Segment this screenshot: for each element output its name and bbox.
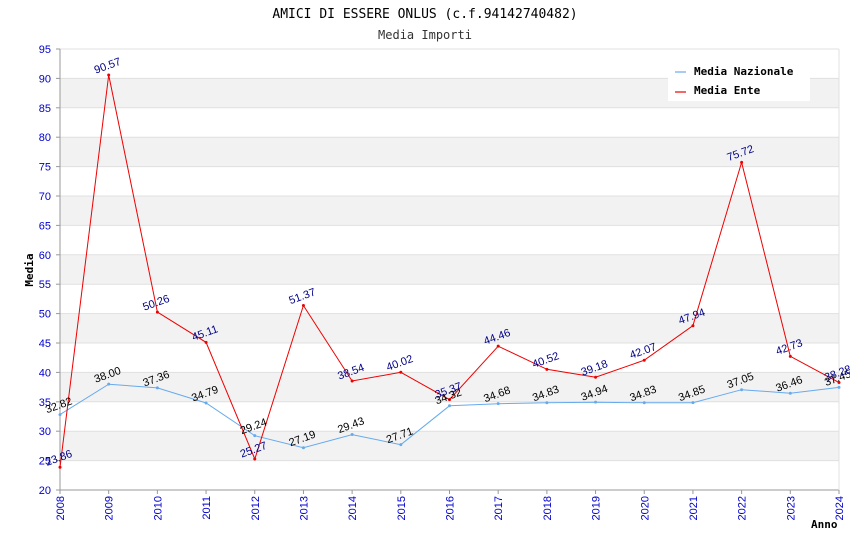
data-point xyxy=(204,340,208,344)
data-point xyxy=(350,379,354,383)
x-tick-label: 2016 xyxy=(445,496,457,520)
grid-band xyxy=(60,137,839,167)
x-tick-label: 2013 xyxy=(298,496,310,520)
x-tick-label: 2011 xyxy=(201,496,213,520)
grid-band xyxy=(60,431,839,461)
y-tick-label: 45 xyxy=(39,338,51,350)
y-tick-label: 65 xyxy=(39,220,51,232)
data-point xyxy=(107,382,111,386)
data-point xyxy=(594,375,598,379)
chart-title: AMICI DI ESSERE ONLUS (c.f.94142740482) xyxy=(272,7,577,22)
x-tick-label: 2009 xyxy=(104,496,116,520)
data-label: 90.57 xyxy=(93,56,123,77)
x-axis-label: Anno xyxy=(811,518,838,531)
y-tick-label: 30 xyxy=(39,426,51,438)
data-point xyxy=(253,457,257,461)
data-label: 23.86 xyxy=(44,448,74,469)
x-tick-label: 2010 xyxy=(152,496,164,520)
grid-bands xyxy=(60,78,839,461)
y-tick-label: 95 xyxy=(39,44,51,56)
data-point xyxy=(740,160,744,164)
data-point xyxy=(594,400,598,404)
data-point xyxy=(642,358,646,362)
data-point xyxy=(448,398,451,402)
y-tick-label: 20 xyxy=(39,485,51,497)
data-point xyxy=(642,401,646,405)
data-label: 42.07 xyxy=(628,341,658,362)
data-point xyxy=(107,73,111,77)
x-tick-label: 2008 xyxy=(55,496,67,520)
data-label: 40.52 xyxy=(531,350,561,371)
y-axis-ticks: 20 25 30 35 40 45 50 55 60 65 70 75 80 85 90 95 xyxy=(39,44,60,497)
grid-band xyxy=(60,372,839,402)
x-tick-label: 2020 xyxy=(639,496,651,520)
y-tick-label: 75 xyxy=(39,162,51,174)
y-tick-label: 60 xyxy=(39,250,51,262)
x-tick-label: 2021 xyxy=(688,496,700,520)
data-point xyxy=(301,304,305,308)
y-tick-label: 40 xyxy=(39,367,51,379)
legend-box xyxy=(668,60,810,101)
data-point xyxy=(253,434,257,438)
data-point xyxy=(691,401,695,405)
x-tick-label: 2022 xyxy=(737,496,749,520)
y-axis-label: Media xyxy=(23,253,36,286)
x-tick-label: 2024 xyxy=(834,496,846,520)
x-tick-label: 2014 xyxy=(347,496,359,520)
chart-subtitle: Media Importi xyxy=(378,28,472,42)
data-point xyxy=(58,413,62,417)
legend-label-media-ente: Media Ente xyxy=(694,84,761,97)
x-tick-label: 2017 xyxy=(493,496,505,520)
y-tick-label: 50 xyxy=(39,309,51,321)
data-point xyxy=(301,446,305,450)
data-point xyxy=(788,354,792,358)
data-point xyxy=(545,367,549,371)
data-point xyxy=(399,370,403,374)
series-lines xyxy=(58,73,841,469)
grid-band xyxy=(60,313,839,343)
grid-band xyxy=(60,254,839,285)
y-tick-label: 80 xyxy=(39,132,51,144)
legend-label-media-nazionale: Media Nazionale xyxy=(694,65,794,78)
data-label: 50.26 xyxy=(141,293,171,314)
data-point xyxy=(837,385,841,389)
x-axis-ticks: 2008 2009 2010 2011 2012 2013 2014 2015 2016 2017… xyxy=(55,490,846,520)
data-point xyxy=(448,404,451,408)
x-tick-label: 2023 xyxy=(785,496,797,520)
data-point xyxy=(204,401,208,405)
data-point xyxy=(496,344,500,348)
y-tick-label: 90 xyxy=(39,73,51,85)
x-tick-label: 2019 xyxy=(591,496,603,520)
data-point xyxy=(399,443,403,447)
grid-band xyxy=(60,196,839,226)
x-tick-label: 2018 xyxy=(542,496,554,520)
data-point xyxy=(740,388,744,392)
y-tick-label: 55 xyxy=(39,279,51,291)
data-point xyxy=(155,386,159,390)
y-tick-label: 70 xyxy=(39,191,51,203)
data-label: 51.37 xyxy=(287,286,317,307)
grid-lines xyxy=(60,48,839,491)
y-tick-label: 85 xyxy=(39,103,51,115)
data-point xyxy=(691,324,695,328)
data-label: 40.02 xyxy=(385,353,415,374)
y-tick-label: 35 xyxy=(39,397,51,409)
data-point xyxy=(788,391,792,395)
data-point xyxy=(837,381,841,385)
data-point xyxy=(350,433,354,437)
data-point xyxy=(545,401,549,405)
x-tick-label: 2012 xyxy=(250,496,262,520)
y-tick-label: 25 xyxy=(39,456,51,468)
data-point xyxy=(496,402,500,406)
legend: Media Nazionale Media Ente xyxy=(668,60,810,101)
data-point xyxy=(155,310,159,314)
x-tick-label: 2015 xyxy=(396,496,408,520)
data-point xyxy=(58,465,62,469)
